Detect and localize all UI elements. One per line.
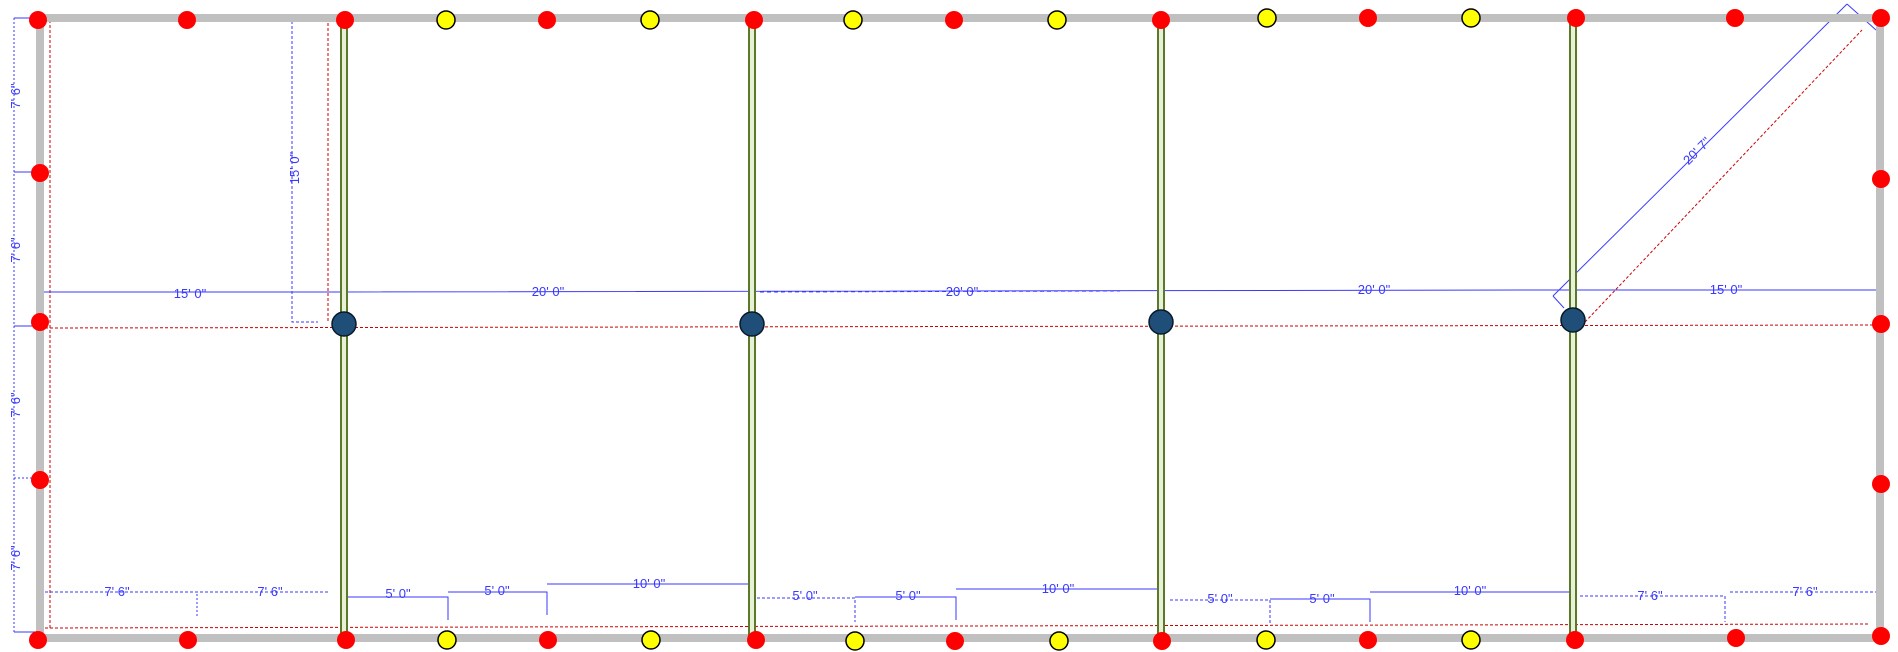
dim-label-ridge-1: 15' 0" (174, 286, 207, 301)
dim-label-bottom-9: 5' 0" (1207, 591, 1233, 606)
post-red (31, 471, 49, 489)
post-center (1560, 307, 1586, 333)
post-red (1153, 632, 1171, 650)
dim-line-bottom-bay3b (1270, 598, 1371, 622)
dim-label-bottom-10: 5' 0" (1309, 591, 1335, 606)
post-red (1872, 315, 1890, 333)
intermediate-posts (436, 8, 1481, 651)
post-red (178, 11, 196, 29)
post-yellow (1047, 10, 1067, 30)
post-red (946, 632, 964, 650)
post-center (739, 311, 765, 337)
dim-label-bottom-4: 5' 0" (484, 583, 510, 598)
dim-label-bottom-5: 10' 0" (633, 576, 666, 591)
dim-line-bottom-bay2b (855, 596, 957, 620)
dim-label-bottom-12: 7' 6" (1637, 588, 1663, 603)
dim-label-left-3: 7' 6" (8, 392, 23, 418)
post-yellow (1256, 630, 1276, 650)
post-red (1566, 631, 1584, 649)
dim-label-bottom-11: 10' 0" (1454, 583, 1487, 598)
dim-label-left-4: 7' 6" (8, 545, 23, 571)
post-red (29, 11, 47, 29)
post-red (1359, 9, 1377, 27)
dim-line-bottom-bay1b (448, 591, 548, 615)
dim-label-bottom-8: 10' 0" (1042, 581, 1075, 596)
dimension-labels: 7' 6" 7' 6" 7' 6" 7' 6" 15' 0" 15' 0" 20… (8, 83, 1818, 606)
post-red (1359, 631, 1377, 649)
post-red (945, 11, 963, 29)
post-center (331, 311, 357, 337)
perimeter-posts (29, 9, 1890, 650)
center-posts (331, 307, 1586, 337)
dim-label-ridge-2: 20' 0" (532, 284, 565, 299)
post-yellow (437, 630, 457, 650)
post-red (29, 631, 47, 649)
dim-label-15ft-vertical: 15' 0" (287, 151, 302, 184)
post-yellow (1257, 8, 1277, 28)
ref-line-diagonal (1584, 29, 1863, 323)
post-red (1727, 629, 1745, 647)
post-red (1872, 475, 1890, 493)
post-yellow (1049, 631, 1069, 651)
post-red (745, 11, 763, 29)
post-red (1872, 170, 1890, 188)
post-red (1872, 627, 1890, 645)
post-red (31, 164, 49, 182)
dimension-lines (13, 3, 1881, 633)
dim-label-bottom-13: 7' 6" (1792, 584, 1818, 599)
post-yellow (845, 631, 865, 651)
post-red (1872, 9, 1890, 27)
dim-label-bottom-2: 7' 6" (257, 584, 283, 599)
ref-line-bottom (44, 623, 1871, 629)
dim-line-bottom-bay3 (1170, 599, 1271, 624)
dim-label-left-2: 7' 6" (8, 237, 23, 263)
dim-line-bottom-bay1 (347, 596, 449, 620)
dim-label-ridge-5: 15' 0" (1710, 282, 1743, 297)
post-red (179, 631, 197, 649)
dim-label-left-1: 7' 6" (8, 83, 23, 109)
post-yellow (641, 630, 661, 650)
dim-label-diagonal: 20' 7" (1680, 134, 1714, 168)
dim-label-ridge-3: 20' 0" (946, 284, 979, 299)
dim-label-bottom-7: 5' 0" (895, 588, 921, 603)
dim-label-bottom-1: 7' 6" (104, 584, 130, 599)
dim-label-ridge-4: 20' 0" (1358, 282, 1391, 297)
beams (340, 24, 1577, 638)
post-yellow (436, 10, 456, 30)
post-yellow (1461, 630, 1481, 650)
reference-lines (39, 18, 1881, 630)
post-yellow (1461, 8, 1481, 28)
post-red (1152, 11, 1170, 29)
post-red (1567, 9, 1585, 27)
post-yellow (843, 10, 863, 30)
ref-line-ridge (39, 324, 1881, 329)
dim-line-15ft-vertical (291, 16, 318, 323)
post-red (539, 631, 557, 649)
post-yellow (640, 10, 660, 30)
post-red (31, 313, 49, 331)
post-red (337, 631, 355, 649)
dim-label-bottom-3: 5' 0" (385, 586, 411, 601)
post-red (538, 11, 556, 29)
post-red (336, 11, 354, 29)
walls (34, 14, 1884, 642)
post-red (747, 631, 765, 649)
dim-line-diagonal-end1 (1552, 295, 1565, 309)
dim-label-bottom-6: 5' 0" (792, 588, 818, 603)
dim-line-bottom-right (1580, 595, 1726, 622)
dim-line-bottom-bay2 (757, 597, 856, 622)
post-red (1726, 9, 1744, 27)
dim-line-diagonal (1552, 3, 1848, 297)
post-center (1148, 309, 1174, 335)
